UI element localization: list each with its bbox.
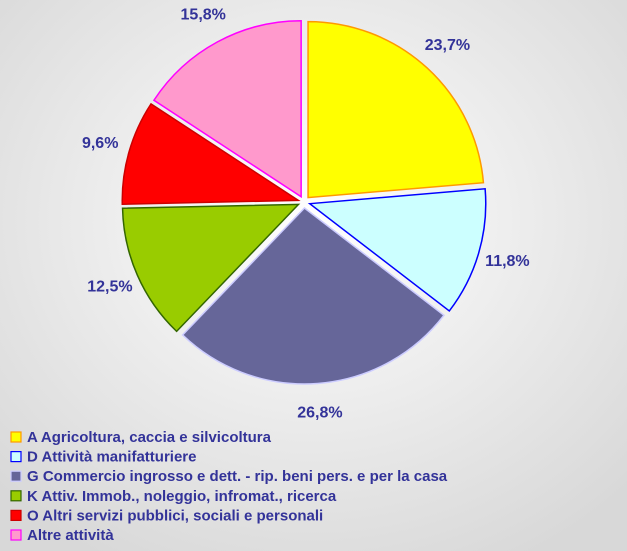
legend-label: Altre attività — [27, 527, 114, 544]
data-label: 12,5% — [87, 278, 132, 295]
pie-slice — [307, 20, 485, 199]
legend-swatch — [10, 470, 22, 482]
pie-slice — [121, 102, 301, 205]
legend-label: A Agricoltura, caccia e silvicoltura — [27, 429, 272, 446]
data-label: 26,8% — [297, 405, 342, 422]
legend-label: G Commercio ingrosso e dett. - rip. beni… — [27, 468, 448, 485]
pie-slice — [181, 206, 446, 385]
pie-slice — [121, 203, 301, 333]
legend-label: K Attiv. Immob., noleggio, infromat., ri… — [27, 488, 337, 505]
data-label: 11,8% — [485, 253, 529, 270]
pie-slice — [152, 19, 302, 199]
data-label: 15,8% — [181, 7, 226, 24]
legend-swatch — [10, 529, 22, 541]
legend-swatch — [10, 451, 22, 463]
legend-swatch — [10, 431, 22, 443]
legend-label: D Attività manifatturiere — [27, 449, 196, 466]
pie-slice — [307, 187, 487, 312]
data-label: 9,6% — [82, 135, 118, 152]
legend-swatch — [10, 490, 22, 502]
legend-label: O Altri servizi pubblici, sociali e pers… — [27, 507, 323, 524]
legend-swatch — [10, 509, 22, 521]
data-label: 23,7% — [425, 37, 470, 54]
